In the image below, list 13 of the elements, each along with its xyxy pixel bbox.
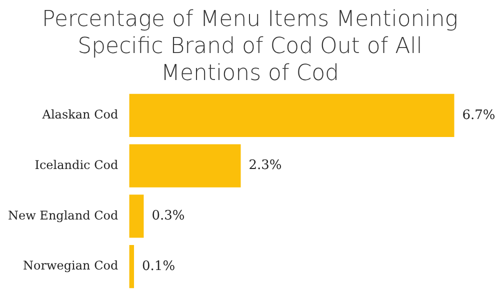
- bar: [129, 194, 144, 238]
- chart-title: Percentage of Menu Items Mentioning Specific Brand of Cod Out of All Mentions of Cod: [41, 6, 459, 87]
- data-label: 2.3%: [248, 158, 282, 174]
- y-tick-label: Alaskan Cod: [41, 108, 118, 122]
- data-label: 0.3%: [152, 208, 185, 224]
- y-tick-label: Icelandic Cod: [34, 158, 118, 172]
- bar: [129, 245, 134, 288]
- data-label: 6.7%: [462, 108, 496, 123]
- y-tick-label: Norwegian Cod: [23, 258, 118, 273]
- bar: [129, 94, 454, 137]
- y-tick-label: New England Cod: [8, 208, 118, 222]
- bar: [129, 144, 241, 188]
- data-label: 0.1%: [142, 258, 176, 274]
